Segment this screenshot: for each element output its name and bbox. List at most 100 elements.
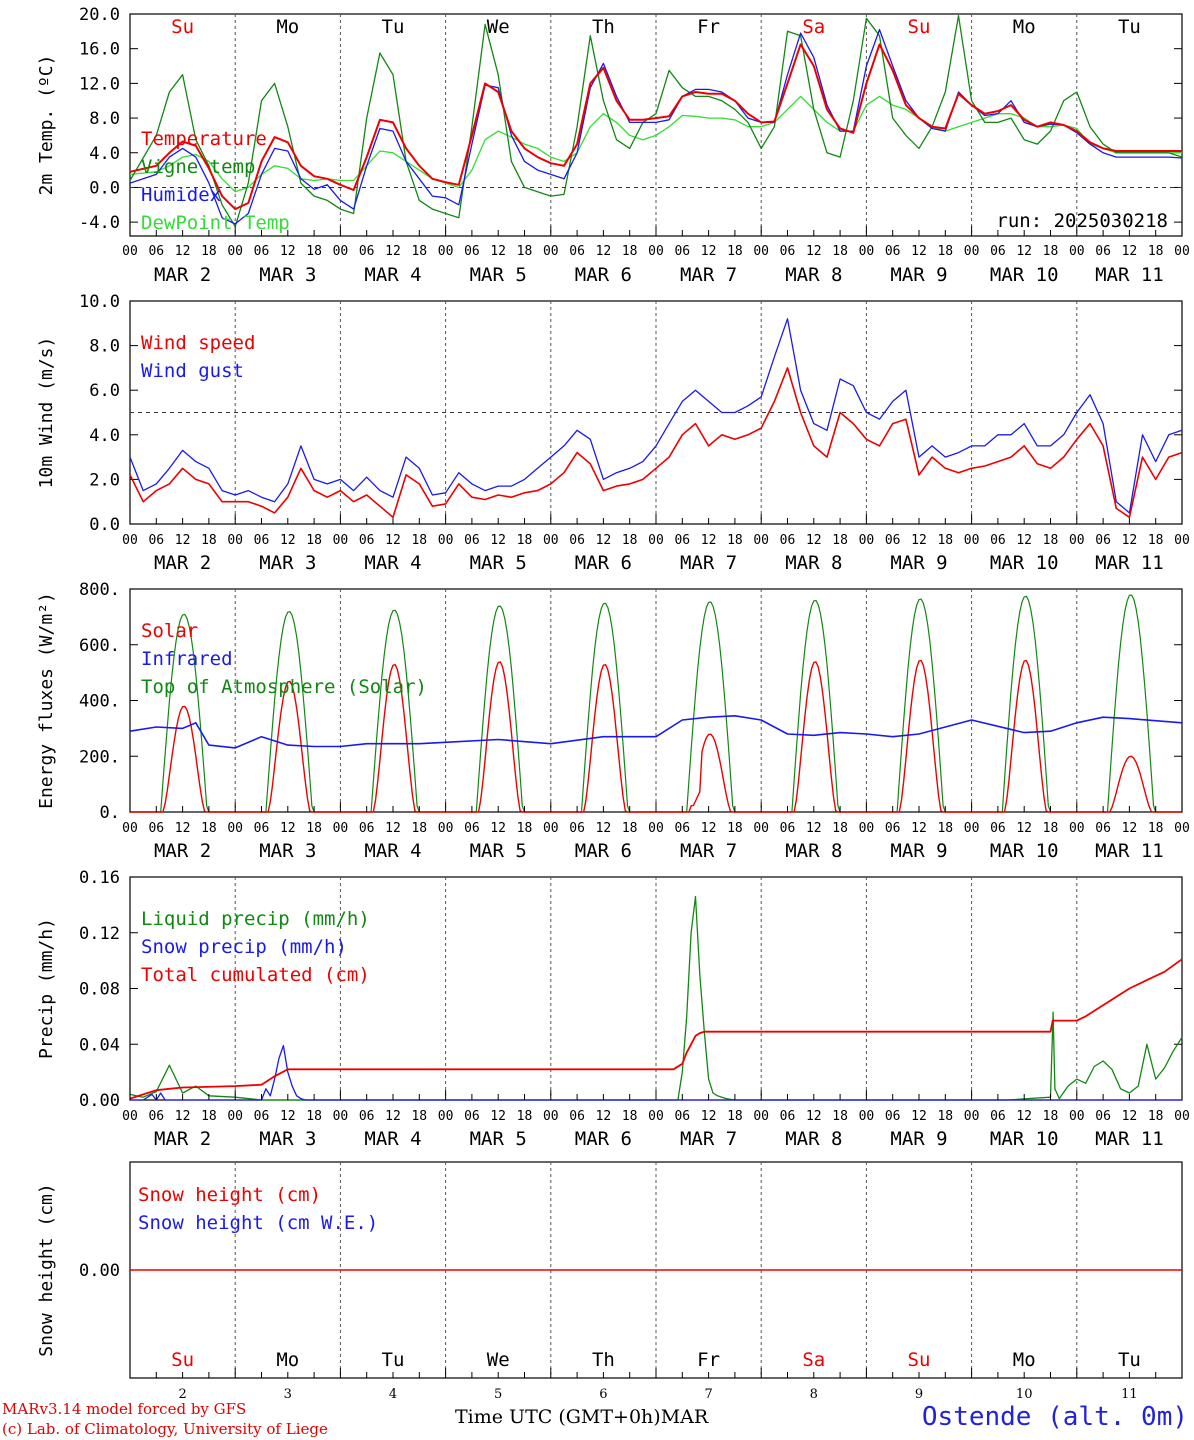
x-hour-label: 06: [464, 821, 480, 836]
x-hour-label: 12: [806, 1109, 822, 1124]
legend-entry: Snow height (cm): [138, 1184, 321, 1206]
x-hour-label: 06: [885, 1109, 901, 1124]
x-hour-label: 18: [937, 1109, 953, 1124]
x-hour-label: 06: [990, 1109, 1006, 1124]
x-hour-label: 18: [411, 821, 427, 836]
x-hour-label: 06: [674, 1109, 690, 1124]
day-of-week-label: Sa: [802, 1349, 825, 1371]
x-hour-label: 00: [964, 1109, 980, 1124]
x-date-label: MAR 5: [470, 840, 527, 862]
x-date-label: MAR 9: [890, 552, 947, 574]
x-hour-label: 06: [569, 533, 585, 548]
x-hour-label: 00: [753, 533, 769, 548]
run-label: run: 2025030218: [996, 210, 1168, 232]
x-hour-label: 12: [701, 821, 717, 836]
x-hour-label: 12: [280, 1109, 296, 1124]
y-tick-label: 4.0: [89, 426, 120, 446]
y-tick-label: 0.04: [79, 1035, 120, 1055]
panel-frame: [129, 588, 1183, 813]
x-hour-label: 00: [753, 821, 769, 836]
legend-entry: Solar: [141, 620, 198, 642]
x-hour-label: 00: [122, 533, 138, 548]
x-hour-label: 18: [622, 533, 638, 548]
x-hour-label: 00: [648, 1109, 664, 1124]
x-hour-label: 12: [490, 1109, 506, 1124]
x-hour-label: 18: [727, 1109, 743, 1124]
x-hour-label: 18: [201, 1109, 217, 1124]
day-of-week-label: Mo: [276, 16, 299, 38]
x-date-label: MAR 7: [680, 552, 737, 574]
y-tick-label: 12.0: [79, 74, 120, 94]
x-hour-label: 00: [122, 821, 138, 836]
y-tick-label: 16.0: [79, 40, 120, 60]
x-hour-label: 06: [1095, 821, 1111, 836]
x-hour-label: 18: [727, 821, 743, 836]
x-hour-label: 12: [1122, 244, 1138, 259]
day-number-label: 8: [810, 1387, 818, 1402]
day-of-week-label: Tu: [1118, 1349, 1141, 1371]
x-hour-label: 12: [701, 1109, 717, 1124]
solar-line: [971, 659, 1077, 813]
legend-entry: Humidex: [141, 184, 221, 206]
x-hour-label: 06: [254, 821, 270, 836]
y-tick-label: 0.0: [89, 178, 120, 198]
x-hour-label: 00: [438, 1109, 454, 1124]
x-hour-label: 12: [806, 821, 822, 836]
x-hour-label: 00: [1174, 821, 1190, 836]
liquid-precip-line: [129, 895, 1183, 1101]
x-hour-label: 00: [648, 244, 664, 259]
x-hour-label: 12: [280, 533, 296, 548]
x-hour-label: 12: [596, 533, 612, 548]
toa-solar-line: [866, 598, 972, 813]
x-hour-label: 06: [990, 244, 1006, 259]
x-hour-label: 06: [464, 533, 480, 548]
day-of-week-label: Su: [171, 1349, 194, 1371]
x-date-label: MAR 7: [680, 840, 737, 862]
x-hour-label: 00: [543, 821, 559, 836]
x-hour-label: 12: [911, 533, 927, 548]
solar-line: [130, 705, 236, 813]
day-of-week-label: Tu: [382, 16, 405, 38]
x-hour-label: 12: [596, 1109, 612, 1124]
y-tick-label: 0.: [100, 803, 120, 823]
day-number-label: 7: [704, 1387, 712, 1402]
x-hour-label: 06: [674, 533, 690, 548]
x-hour-label: 00: [1069, 1109, 1085, 1124]
x-date-label: MAR 9: [890, 840, 947, 862]
day-of-week-label: Mo: [1013, 1349, 1036, 1371]
day-of-week-label: Su: [908, 1349, 931, 1371]
x-hour-label: 00: [122, 1109, 138, 1124]
legend-entry: Temperature: [141, 128, 267, 150]
temp-series-line: [129, 95, 1182, 193]
x-date-label: MAR 3: [259, 1128, 316, 1150]
x-hour-label: 18: [201, 821, 217, 836]
x-hour-label: 00: [859, 821, 875, 836]
model-credit: MARv3.14 model forced by GFS: [2, 1400, 247, 1418]
temp-series-line: [129, 43, 1182, 211]
y-tick-label: 0.16: [79, 868, 120, 888]
x-hour-label: 00: [438, 244, 454, 259]
x-hour-label: 18: [517, 533, 533, 548]
legend-entry: Infrared: [141, 648, 233, 670]
x-hour-label: 06: [464, 244, 480, 259]
x-hour-label: 12: [1016, 533, 1032, 548]
x-hour-label: 18: [937, 821, 953, 836]
x-hour-label: 18: [622, 244, 638, 259]
x-hour-label: 06: [885, 821, 901, 836]
x-hour-label: 06: [359, 1109, 375, 1124]
x-hour-label: 18: [937, 244, 953, 259]
x-hour-label: 18: [306, 1109, 322, 1124]
x-hour-label: 06: [1095, 533, 1111, 548]
x-hour-label: 12: [175, 821, 191, 836]
x-hour-label: 06: [359, 533, 375, 548]
y-tick-label: 200.: [79, 747, 120, 767]
y-tick-label: 2.0: [89, 470, 120, 490]
x-hour-label: 06: [254, 244, 270, 259]
lab-credit: (c) Lab. of Climatology, University of L…: [2, 1420, 328, 1438]
x-hour-label: 06: [990, 533, 1006, 548]
x-hour-label: 12: [806, 533, 822, 548]
toa-solar-line: [235, 611, 341, 813]
day-number-label: 2: [178, 1387, 186, 1402]
day-of-week-label: Fr: [697, 1349, 720, 1371]
solar-line: [866, 659, 972, 813]
